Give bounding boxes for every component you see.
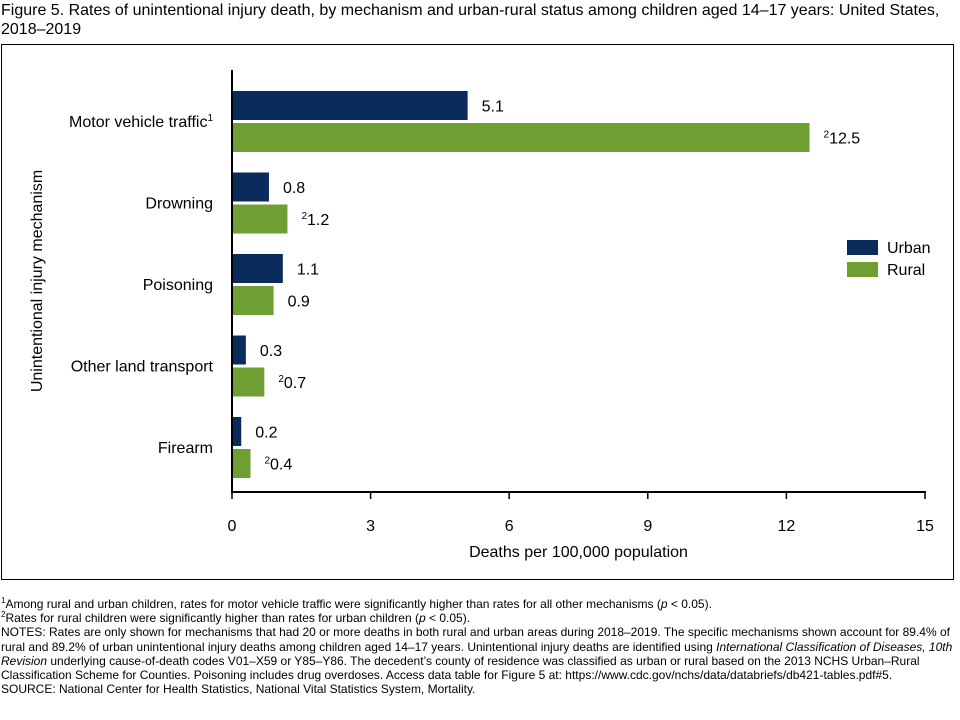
bar-urban-motor-vehicle-traffic: [233, 91, 468, 120]
bar-rural-other-land-transport: [233, 367, 265, 397]
value-label-urban-motor-vehicle-traffic: 5.1: [482, 99, 504, 116]
bar-chart: 0 3 6 9 12 15 Deaths per 100,000 population Uni…: [29, 70, 934, 561]
category-label-poisoning: Poisoning: [143, 277, 213, 294]
value-label-rural-poisoning: 0.9: [288, 294, 310, 311]
notes-text: NOTES: Rates are only shown for mechanis…: [1, 625, 953, 683]
legend-swatch-urban: [847, 240, 878, 255]
bar-rural-drowning: [233, 204, 288, 234]
y-axis-label: Unintentional injury mechanism: [29, 170, 46, 392]
value-label-urban-drowning: 0.8: [283, 180, 305, 197]
value-label-rural-firearm: 20.4: [264, 456, 292, 474]
bar-urban-drowning: [233, 172, 269, 202]
bar-urban-firearm: [233, 417, 242, 446]
bar-rural-firearm: [233, 449, 251, 478]
x-tick-label-3: 3: [366, 518, 375, 535]
bar-urban-poisoning: [233, 254, 283, 283]
x-tick-label-12: 12: [778, 518, 796, 535]
bar-rural-poisoning: [233, 286, 274, 315]
figure-title: Figure 5. Rates of unintentional injury …: [1, 2, 940, 38]
category-label-firearm: Firearm: [158, 440, 213, 457]
value-label-rural-drowning: 21.2: [301, 211, 329, 229]
source-text: SOURCE: National Center for Health Stati…: [1, 682, 476, 697]
chart-panel: 0 3 6 9 12 15 Deaths per 100,000 population Uni…: [1, 44, 954, 580]
x-tick-label-0: 0: [228, 518, 237, 535]
footnote-2: 2Rates for rural children were significa…: [1, 610, 471, 626]
value-label-rural-other-land-transport: 20.7: [278, 374, 306, 392]
footnotes: 1Among rural and urban children, rates f…: [1, 596, 956, 697]
category-label-motor-vehicle-traffic: Motor vehicle traffic1: [69, 113, 213, 131]
x-axis-label: Deaths per 100,000 population: [469, 544, 688, 561]
x-tick-label-15: 15: [916, 518, 934, 535]
category-label-drowning: Drowning: [145, 196, 213, 213]
legend-swatch-rural: [847, 262, 878, 277]
bar-urban-other-land-transport: [233, 335, 246, 365]
value-label-urban-other-land-transport: 0.3: [260, 343, 282, 360]
bar-rural-motor-vehicle-traffic: [233, 123, 810, 152]
legend-label-rural: Rural: [887, 262, 925, 279]
value-label-urban-poisoning: 1.1: [297, 262, 319, 279]
x-tick-label-6: 6: [505, 518, 514, 535]
category-label-other-land-transport: Other land transport: [71, 359, 214, 376]
footnote-1: 1Among rural and urban children, rates f…: [1, 596, 712, 612]
legend-label-urban: Urban: [887, 240, 931, 257]
value-label-rural-motor-vehicle-traffic: 212.5: [824, 130, 861, 148]
value-label-urban-firearm: 0.2: [255, 425, 277, 442]
x-tick-label-9: 9: [643, 518, 652, 535]
